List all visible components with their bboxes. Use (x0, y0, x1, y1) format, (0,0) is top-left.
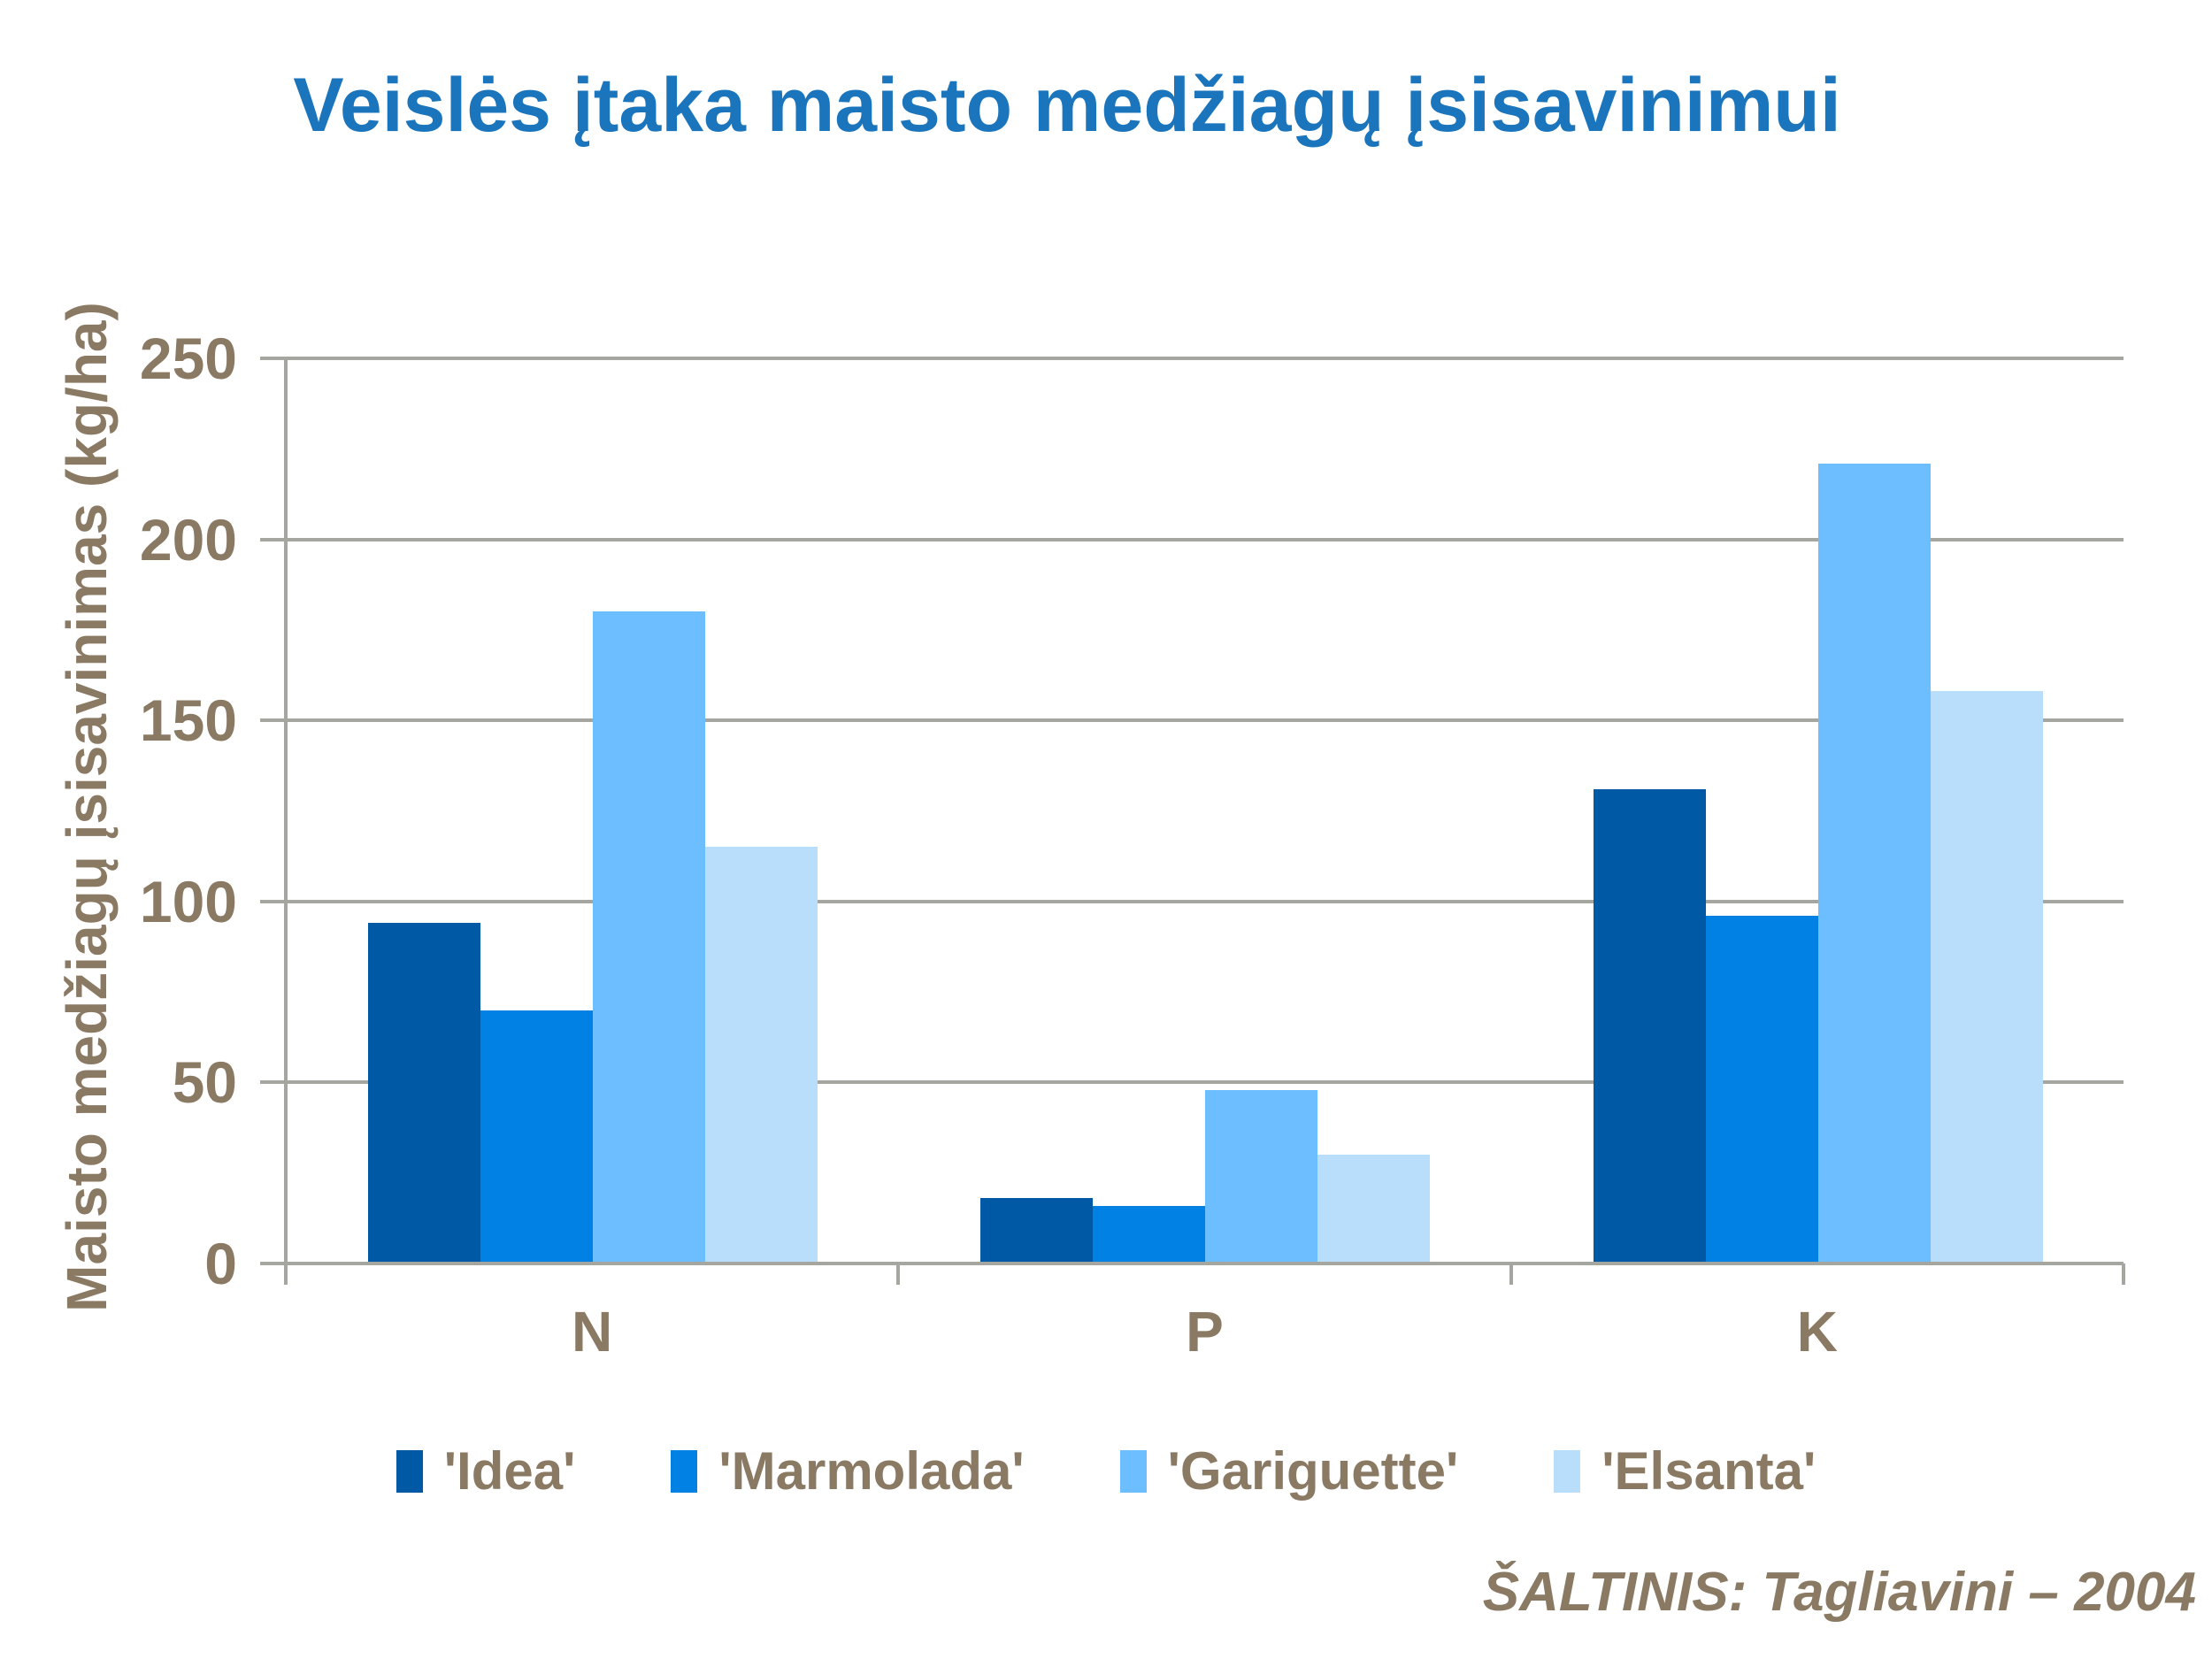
legend-label-idea: 'Idea' (443, 1441, 576, 1501)
y-tick-label-200: 200 (139, 506, 237, 572)
chart-title: Veislės įtaka maisto medžiagų įsisavinim… (293, 63, 1841, 148)
legend-marker-idea (396, 1449, 423, 1493)
gridline-150 (286, 718, 2124, 723)
legend-label-marmolada: 'Marmolada' (718, 1441, 1025, 1501)
y-tick-0 (260, 1262, 287, 1265)
bar-gariguette-p (1205, 1089, 1318, 1263)
legend-item-marmolada: 'Marmolada' (671, 1440, 1025, 1502)
bar-marmolada-p (1093, 1205, 1206, 1263)
y-tick-label-0: 0 (204, 1231, 237, 1296)
legend-marker-gariguette (1119, 1449, 1147, 1493)
bar-idea-k (1593, 788, 1706, 1263)
y-tick-label-100: 100 (139, 868, 237, 934)
legend-label-gariguette: 'Gariguette' (1167, 1441, 1459, 1501)
bar-idea-p (980, 1198, 1094, 1263)
x-tick-3 (2122, 1263, 2125, 1285)
legend-marker-marmolada (671, 1449, 698, 1493)
y-axis-title: Maisto medžiagų įsisavinimas (kg/ha) (55, 302, 119, 1312)
x-tick-1 (896, 1263, 901, 1285)
legend-marker-elsanta (1554, 1449, 1581, 1493)
legend-label-elsanta: 'Elsanta' (1601, 1441, 1816, 1501)
bar-idea-n (368, 923, 480, 1263)
y-tick-label-150: 150 (139, 687, 237, 754)
y-tick-label-50: 50 (172, 1049, 237, 1116)
bar-marmolada-n (480, 1010, 593, 1263)
bar-gariguette-k (1817, 463, 1931, 1263)
bar-gariguette-n (593, 611, 705, 1263)
y-axis-line (284, 358, 288, 1283)
bar-elsanta-n (705, 847, 818, 1263)
legend-item-elsanta: 'Elsanta' (1554, 1440, 1816, 1502)
legend-item-idea: 'Idea' (396, 1440, 576, 1502)
bar-elsanta-p (1317, 1155, 1431, 1263)
category-label-p: P (1186, 1300, 1224, 1363)
legend-item-gariguette: 'Gariguette' (1119, 1440, 1459, 1502)
gridline-100 (286, 899, 2124, 903)
y-tick-label-250: 250 (139, 326, 237, 391)
y-tick-250 (260, 357, 287, 360)
gridline-250 (286, 357, 2124, 360)
y-tick-100 (260, 899, 287, 903)
bar-elsanta-k (1930, 691, 2043, 1263)
bar-marmolada-k (1705, 916, 1818, 1263)
y-tick-150 (260, 718, 287, 723)
gridline-200 (286, 537, 2124, 541)
x-tick-2 (1509, 1263, 1513, 1285)
category-label-k: K (1796, 1300, 1838, 1363)
legend: 'Idea' 'Marmolada' 'Gariguette' 'Elsanta' (0, 1440, 2212, 1502)
x-axis-line (286, 1262, 2124, 1265)
category-label-n: N (572, 1300, 613, 1363)
y-tick-50 (260, 1080, 287, 1085)
y-tick-200 (260, 537, 287, 541)
x-tick-0 (284, 1263, 288, 1285)
source-note: ŠALTINIS: Tagliavini – 2004 (1482, 1562, 2196, 1623)
gridline-50 (286, 1080, 2124, 1085)
